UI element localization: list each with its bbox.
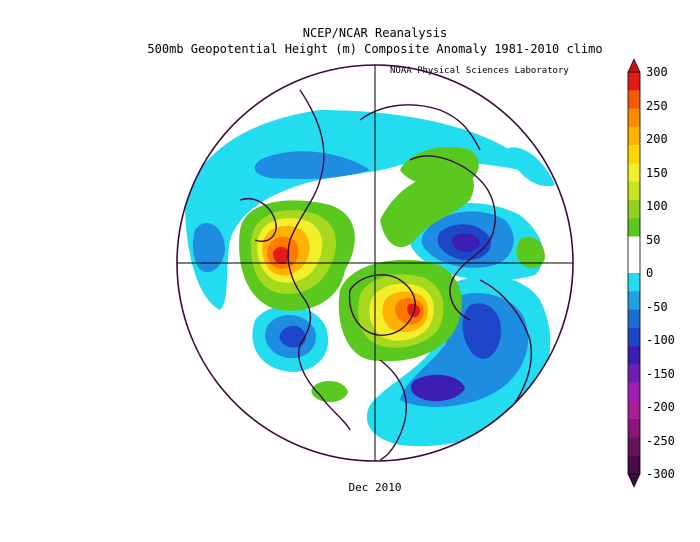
colorbar-segment — [628, 309, 640, 329]
colorbar-segment — [628, 400, 640, 420]
colorbar-top-arrow — [627, 58, 641, 73]
credit-text: NOAA Physical Sciences Laboratory — [390, 66, 569, 76]
colorbar-label: -50 — [646, 299, 668, 314]
anomaly-pos-na-max — [273, 246, 290, 265]
coast-southamerica — [379, 359, 407, 461]
anomaly-neg-europe-min — [452, 233, 480, 252]
colorbar-label: 300 — [646, 65, 668, 79]
anomaly-neg-pacific-core — [254, 151, 370, 180]
coast-greenland — [348, 274, 416, 336]
colorbar-bottom-arrow — [627, 473, 641, 488]
colorbar-label: -150 — [646, 366, 675, 381]
map-subtitle: 500mb Geopotential Height (m) Composite … — [147, 42, 603, 56]
map-title: NCEP/NCAR Reanalysis — [302, 26, 448, 40]
coast-europe — [409, 155, 496, 321]
anomaly-field — [177, 65, 573, 461]
coastlines — [239, 89, 532, 461]
colorbar-segment — [628, 145, 640, 164]
colorbar-segment — [628, 108, 640, 128]
colorbar-segment — [628, 382, 640, 402]
coast-asia — [359, 104, 481, 151]
colorbar-label: -100 — [646, 333, 675, 347]
colorbar-segment — [628, 163, 640, 182]
colorbar-segment — [628, 90, 640, 109]
colorbar-segment — [628, 419, 640, 438]
colorbar-segment — [628, 437, 640, 457]
colorbar-segment — [628, 273, 640, 292]
colorbar-segment — [628, 455, 640, 475]
coast-northamerica — [287, 89, 351, 431]
globe-outline — [176, 64, 574, 462]
anomaly-neg-atlantic-deep — [462, 303, 501, 359]
colorbar-segment — [628, 199, 640, 219]
colorbar-segment — [628, 364, 640, 383]
anomaly-pos-europe-east — [516, 236, 545, 269]
colorbar-label: -250 — [646, 433, 675, 448]
colorbar-segment — [628, 327, 640, 347]
anomaly-pos-arctic — [380, 169, 474, 248]
colorbar-segment — [628, 291, 640, 310]
colorbar-segment — [628, 126, 640, 146]
colorbar-label: 150 — [646, 165, 668, 180]
anomaly-neg-westus-deep — [279, 325, 306, 348]
anomaly-neg-subtropic — [410, 374, 465, 402]
colorbar-label: 50 — [646, 232, 661, 247]
colorbar-segment — [628, 218, 640, 237]
anomaly-pos-gl-max — [407, 303, 421, 318]
colorbar-label: 200 — [646, 132, 668, 146]
colorbar-label: 250 — [646, 98, 668, 113]
coast-alaska — [239, 198, 277, 242]
colorbar-segment — [628, 254, 640, 274]
colorbar-segment — [628, 72, 640, 91]
anomaly-neg-arctic — [505, 147, 555, 187]
coast-africa — [479, 279, 532, 411]
colorbar-segment — [628, 236, 640, 256]
colorbar-segment — [628, 181, 640, 201]
colorbar-label: -300 — [646, 467, 675, 481]
colorbar-segment — [628, 346, 640, 365]
colorbar-label: 100 — [646, 199, 668, 213]
colorbar-label: -200 — [646, 400, 675, 414]
anomaly-neg-farpacific — [192, 222, 225, 273]
colorbar — [627, 58, 641, 488]
period-label: Dec 2010 — [348, 481, 402, 494]
colorbar-label: 0 — [646, 266, 654, 280]
